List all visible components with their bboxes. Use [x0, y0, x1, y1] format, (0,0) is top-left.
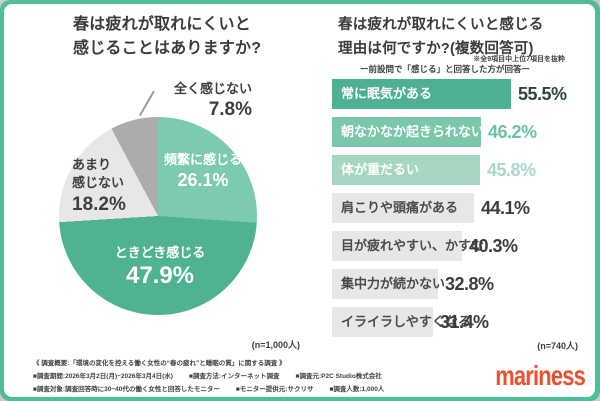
bar-label: イライラしやすくなる — [341, 314, 471, 329]
bar-chart-title-line1: 春は疲れが取れにくいと感じる — [338, 17, 544, 33]
bar-sample-size: (n=740人) — [537, 341, 578, 351]
mariness-logo: mariness — [495, 360, 585, 391]
survey-respondents: ■調査人数:1,000人 — [329, 386, 385, 393]
bar-label: 肩こりや頭痛がある — [341, 200, 459, 215]
bar-row: 常に眠気がある 55.5% — [332, 79, 592, 109]
bar-value: 32.8% — [445, 274, 494, 294]
bar-chart-title: 春は疲れが取れにくいと感じる 理由は何ですか?(複数回答可) — [338, 13, 544, 61]
bar-label: 目が疲れやすい、かすむ — [341, 238, 485, 253]
pie-label-never: 全く感じない 7.8% — [158, 81, 252, 120]
pie-slice-value: 47.9% — [125, 262, 195, 289]
pie-slice-label: あまり — [72, 157, 112, 172]
survey-method: ■調査方法:インターネット調査 — [188, 373, 280, 380]
bar-value: 46.2% — [488, 122, 537, 142]
pie-label-sometimes: ときどき感じる 47.9% — [98, 245, 222, 289]
bar-chart-subtitle: ー前設問で「感じる」と回答した方が回答ー — [359, 64, 530, 74]
pie-slice-label: 全く感じない — [173, 81, 252, 96]
survey-details-line1: ■調査期間:2026年3月2日(月)~2026年3月4日(水) ■調査方法:イン… — [33, 372, 382, 381]
bar-label: 朝なかなか起きられない — [341, 124, 485, 139]
pie-chart-title-line2: 感じることはありますか? — [73, 40, 262, 57]
pie-label-rarely: あまり 感じない 18.2% — [72, 156, 164, 216]
bar-chart-note: ※全9項目中上位7項目を抜粋 — [473, 56, 565, 63]
bar-row: 朝なかなか起きられない 46.2% — [332, 117, 592, 147]
bar-fill — [332, 269, 438, 299]
bar-fill — [332, 117, 481, 147]
bar-fill — [332, 193, 474, 223]
pie-slice-value: 18.2% — [72, 194, 126, 215]
bar-row: 肩こりや頭痛がある 44.1% — [332, 193, 592, 223]
pie-sample-size: (n=1,000人) — [251, 340, 300, 350]
bar-fill — [332, 307, 433, 337]
pie-slice-value: 7.8% — [208, 99, 252, 120]
survey-source: ■調査元:P2C Studio株式会社 — [295, 373, 382, 380]
bar-row: 集中力が続かない 32.8% — [332, 269, 592, 299]
bar-value: 44.1% — [481, 198, 530, 218]
bar-row: 体が重だるい 45.8% — [332, 155, 592, 185]
pie-chart-title-line1: 春は疲れが取れにくいと — [73, 16, 251, 33]
bar-value: 40.3% — [469, 236, 518, 256]
survey-overview-line: 《 調査概要:「環境の変化を控える働く女性の“春の疲れ”と睡眠の質」に関する調査… — [33, 359, 286, 368]
survey-period: ■調査期間:2026年3月2日(月)~2026年3月4日(水) — [33, 373, 173, 380]
bar-value: 31.4% — [440, 312, 489, 332]
bar-fill — [332, 79, 511, 109]
pie-slice-value: 26.1% — [177, 170, 229, 190]
bar-label: 常に眠気がある — [341, 86, 433, 101]
pie-chart — [59, 117, 257, 315]
survey-details-line2: ■調査対象:調査回答時に30~40代の働く女性と回答したモニター ■モニター提供… — [33, 385, 384, 394]
survey-target: ■調査対象:調査回答時に30~40代の働く女性と回答したモニター — [33, 386, 220, 393]
pie-chart-title: 春は疲れが取れにくいと 感じることはありますか? — [73, 13, 261, 61]
pie-slice-label: 頻繁に感じる — [163, 152, 242, 167]
bar-fill — [332, 155, 480, 185]
survey-overview-text: 《 調査概要:「環境の変化を控える働く女性の“春の疲れ”と睡眠の質」に関する調査… — [33, 360, 286, 367]
pie-label-frequently: 頻繁に感じる 26.1% — [157, 152, 249, 190]
bar-fill — [332, 231, 462, 261]
bar-value: 55.5% — [518, 84, 567, 104]
bar-row: 目が疲れやすい、かすむ 40.3% — [332, 231, 592, 261]
bar-rows: 常に眠気がある 55.5% 朝なかなか起きられない 46.2% 体が重だるい 45.8% 肩… — [332, 79, 592, 345]
pie-slice-label: ときどき感じる — [114, 245, 206, 260]
bar-chart-title-line2: 理由は何ですか?(複数回答可) — [338, 41, 534, 57]
bar-row: イライラしやすくなる 31.4% — [332, 307, 592, 337]
bar-label: 体が重だるい — [341, 162, 420, 177]
survey-monitor-provider: ■モニター提供元:サクリサ — [235, 386, 314, 393]
bar-value: 45.8% — [487, 160, 536, 180]
bar-label: 集中力が続かない — [341, 276, 446, 291]
pie-slice-label: 感じない — [72, 175, 125, 190]
